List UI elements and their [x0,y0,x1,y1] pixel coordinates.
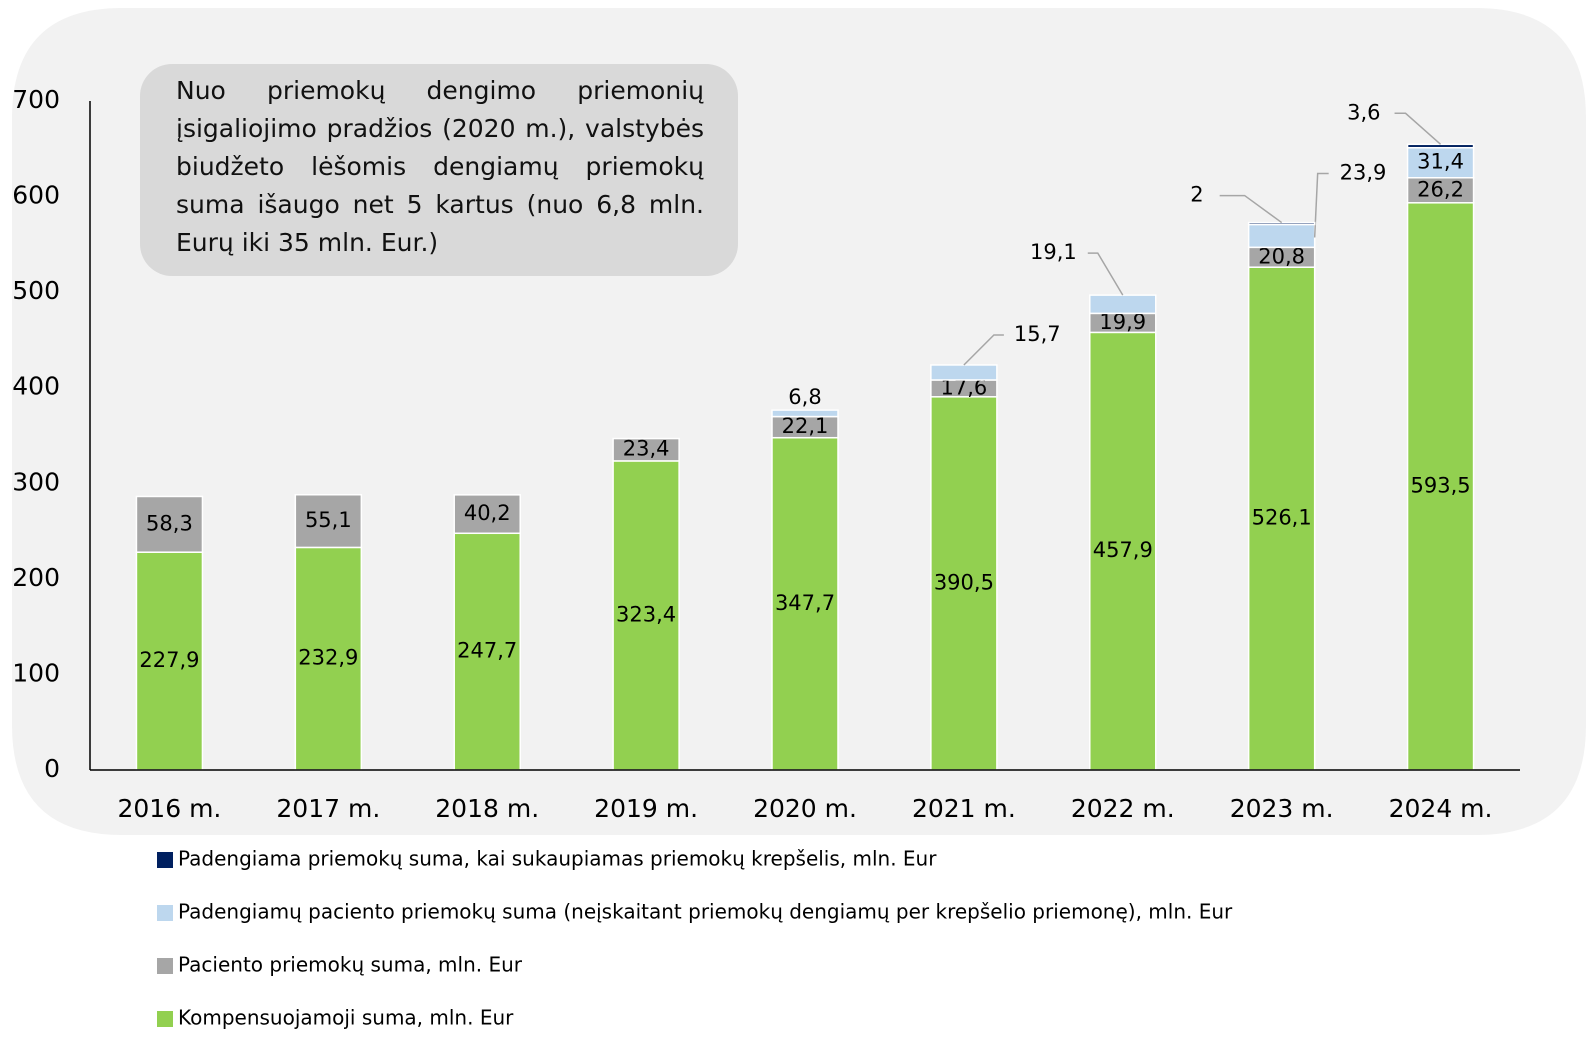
annotation-box [140,64,738,276]
y-tick-label: 300 [12,467,60,496]
data-label: 3,6 [1347,100,1380,124]
bar-segment [1247,266,1316,771]
data-label: 23,4 [623,437,670,461]
data-label: 247,7 [457,639,517,663]
y-tick-label: 600 [12,181,60,210]
bar-segment [135,495,204,553]
bar-segment [771,409,839,418]
legend-label: Paciento priemokų suma, mln. Eur [178,953,523,977]
data-label: 23,9 [1340,160,1387,184]
bar-segment [453,494,521,535]
data-label: 232,9 [298,646,358,670]
x-tick-label: 2018 m. [435,794,539,823]
bar-segment [1247,221,1316,226]
legend-swatch [157,905,173,921]
data-label: 593,5 [1410,473,1470,497]
bar-segment [612,460,680,771]
data-label: 22,1 [782,414,829,438]
bar-segment [930,364,998,381]
data-label: 323,4 [616,602,676,626]
legend-label: Kompensuojamoji suma, mln. Eur [178,1006,514,1030]
data-label: 347,7 [775,591,835,615]
data-label: 58,3 [146,511,193,535]
bar-segment [1089,331,1157,771]
bar-segment [135,551,204,771]
bar-segment [771,436,839,771]
data-label: 31,4 [1417,150,1464,174]
x-tick-label: 2024 m. [1389,794,1493,823]
annotation: Nuo priemokų dengimo priemonių įsigalioj… [176,76,704,257]
legend-swatch [157,852,173,868]
data-label: 26,2 [1417,177,1464,201]
leader-line [963,334,1004,366]
y-tick-label: 200 [12,563,60,592]
data-label: 6,8 [788,385,821,409]
y-tick-label: 100 [12,658,60,687]
leader-line [1087,252,1124,296]
y-tick-label: 400 [12,372,60,401]
data-label: 55,1 [305,508,352,532]
bar-segment [612,437,680,462]
bar-segment [1406,143,1475,149]
leader-line [1219,194,1283,224]
x-tick-label: 2017 m. [276,794,380,823]
bar-segment [1247,223,1316,249]
x-tick-label: 2022 m. [1071,794,1175,823]
data-label: 40,2 [464,501,511,525]
x-tick-label: 2023 m. [1230,794,1334,823]
y-tick-label: 700 [12,85,60,114]
x-tick-label: 2021 m. [912,794,1016,823]
legend-swatch [157,1011,173,1027]
data-label: 526,1 [1252,506,1312,530]
y-tick-label: 0 [44,754,60,783]
data-label: 457,9 [1093,538,1153,562]
bar-segment [1406,146,1475,179]
x-tick-label: 2019 m. [594,794,698,823]
x-tick-label: 2016 m. [118,794,222,823]
bar-segment [1089,294,1157,315]
data-label: 15,7 [1014,322,1061,346]
legend-label: Padengiama priemokų suma, kai sukaupiama… [178,847,937,871]
data-label: 20,8 [1258,244,1305,268]
data-label: 2 [1190,183,1203,207]
data-label: 390,5 [934,570,994,594]
bar-segment [294,494,363,549]
data-label: 19,1 [1030,240,1077,264]
leader-line [1313,172,1329,238]
legend-swatch [157,958,173,974]
x-tick-label: 2020 m. [753,794,857,823]
legend-label: Padengiamų paciento priemokų suma (neįsk… [178,900,1233,924]
leader-line [1394,112,1442,145]
data-label: 227,9 [139,648,199,672]
y-tick-label: 500 [12,276,60,305]
